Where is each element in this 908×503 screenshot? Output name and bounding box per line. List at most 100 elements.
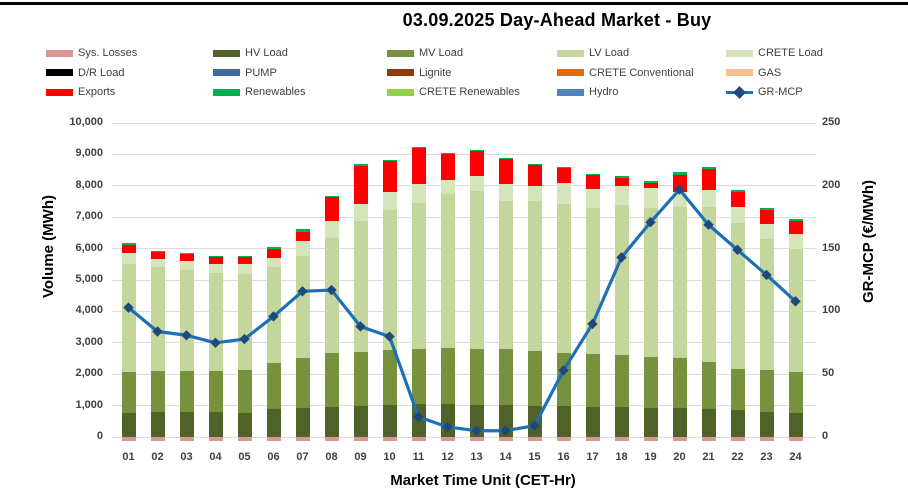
legend-label: Hydro xyxy=(589,86,619,98)
bar-segment-mv-load xyxy=(237,369,252,413)
bar-segment-exports xyxy=(672,174,687,192)
legend-color-swatch-icon xyxy=(557,69,584,76)
x-tick-13: 13 xyxy=(470,451,483,463)
y-left-tick-2000: 2,000 xyxy=(75,367,103,380)
bar-segment-renewables xyxy=(295,229,310,232)
bar-segment-exports xyxy=(730,191,745,207)
y-right-tick-100: 100 xyxy=(822,304,841,317)
bar-segment-exports xyxy=(150,251,165,260)
legend-item-gas[interactable]: GAS xyxy=(726,67,781,79)
bar-segment-hv-load xyxy=(759,411,774,437)
bar-segment-hv-load xyxy=(585,406,600,437)
gridline xyxy=(112,122,816,124)
bar-segment-lv-load xyxy=(382,209,397,350)
bar-segment-sys-losses xyxy=(150,437,165,442)
y-left-tick-5000: 5,000 xyxy=(75,273,103,285)
bar-segment-sys-losses xyxy=(527,437,542,442)
gr-mcp-diamond-marker xyxy=(355,321,366,332)
legend-item-crete-renewables[interactable]: CRETE Renewables xyxy=(387,86,520,98)
bar-segment-mv-load xyxy=(411,349,426,405)
bar-segment-mv-load xyxy=(498,349,513,405)
bar-segment-mv-load xyxy=(469,348,484,405)
bar-segment-mv-load xyxy=(672,357,687,409)
gridline xyxy=(112,153,816,155)
legend-label: GR-MCP xyxy=(758,86,803,98)
x-tick-03: 03 xyxy=(180,451,193,463)
bar-segment-exports xyxy=(295,231,310,241)
y-right-tick-50: 50 xyxy=(822,367,835,380)
bar-segment-mv-load xyxy=(382,349,397,406)
y-left-tick-4000: 4,000 xyxy=(75,304,103,317)
legend-item-crete-conventional[interactable]: CRETE Conventional xyxy=(557,67,694,79)
bar-segment-renewables xyxy=(469,150,484,151)
bar-segment-crete-load xyxy=(179,261,194,270)
legend-item-d-r-load[interactable]: D/R Load xyxy=(46,67,124,79)
bar-segment-crete-load xyxy=(353,204,368,221)
bar-segment-exports xyxy=(324,197,339,222)
y-left-tick-9000: 9,000 xyxy=(75,147,103,160)
bar-segment-hv-load xyxy=(208,412,223,437)
bar-segment-sys-losses xyxy=(556,437,571,442)
bar-segment-lv-load xyxy=(614,204,629,356)
gr-mcp-polyline xyxy=(127,187,797,433)
gr-mcp-diamond-marker xyxy=(674,184,685,195)
legend-color-swatch-icon xyxy=(387,49,414,57)
bar-segment-exports xyxy=(788,221,803,235)
bar-segment-crete-load xyxy=(788,234,803,249)
bar-segment-sys-losses xyxy=(179,437,194,442)
bar-segment-mv-load xyxy=(324,353,339,407)
bar-segment-mv-load xyxy=(353,352,368,407)
bar-segment-hv-load xyxy=(295,408,310,437)
bar-segment-renewables xyxy=(121,243,136,246)
x-tick-18: 18 xyxy=(615,451,628,463)
bar-segment-lv-load xyxy=(556,203,571,353)
x-tick-14: 14 xyxy=(499,451,512,463)
gr-mcp-diamond-marker xyxy=(703,219,714,230)
bar-segment-mv-load xyxy=(266,362,281,410)
y-left-tick-8000: 8,000 xyxy=(75,178,103,191)
legend-label: LV Load xyxy=(589,47,630,59)
legend-item-renewables[interactable]: Renewables xyxy=(213,86,306,98)
bar-segment-renewables xyxy=(266,246,281,249)
gr-mcp-diamond-marker xyxy=(790,296,801,307)
gr-mcp-diamond-marker xyxy=(616,252,627,263)
chart-title: 03.09.2025 Day-Ahead Market - Buy xyxy=(402,10,712,30)
legend-item-hydro[interactable]: Hydro xyxy=(557,86,618,98)
legend-label: D/R Load xyxy=(78,66,125,79)
bar-segment-hv-load xyxy=(179,412,194,437)
legend-item-sys-losses[interactable]: Sys. Losses xyxy=(46,47,137,59)
bar-segment-hv-load xyxy=(382,405,397,437)
bar-segment-mv-load xyxy=(788,372,803,413)
bar-segment-sys-losses xyxy=(266,437,281,442)
bar-segment-sys-losses xyxy=(324,437,339,442)
legend-label: CRETE Load xyxy=(758,47,823,59)
legend-item-pump[interactable]: PUMP xyxy=(213,67,277,79)
gridline xyxy=(112,185,816,187)
gr-mcp-diamond-marker xyxy=(471,425,482,436)
x-tick-04: 04 xyxy=(209,451,222,463)
legend-item-lignite[interactable]: Lignite xyxy=(387,67,451,79)
bar-segment-exports xyxy=(614,177,629,187)
x-tick-09: 09 xyxy=(354,451,367,463)
bar-segment-crete-load xyxy=(469,176,484,192)
x-tick-08: 08 xyxy=(325,451,338,463)
legend-item-gr-mcp[interactable]: GR-MCP xyxy=(726,85,803,99)
bar-segment-lv-load xyxy=(121,264,136,373)
bar-segment-exports xyxy=(382,161,397,192)
bar-segment-hv-load xyxy=(730,410,745,437)
bar-segment-mv-load xyxy=(295,357,310,409)
bar-segment-sys-losses xyxy=(295,437,310,442)
bar-segment-exports xyxy=(527,164,542,187)
bar-segment-renewables xyxy=(324,196,339,198)
plot-area xyxy=(110,122,816,442)
legend-item-mv-load[interactable]: MV Load xyxy=(387,47,463,59)
legend-item-lv-load[interactable]: LV Load xyxy=(557,47,629,59)
legend-item-exports[interactable]: Exports xyxy=(46,86,115,98)
bar-segment-hv-load xyxy=(266,409,281,437)
legend-item-hv-load[interactable]: HV Load xyxy=(213,47,288,59)
legend-item-crete-load[interactable]: CRETE Load xyxy=(726,47,823,59)
bar-segment-renewables xyxy=(382,160,397,162)
bar-segment-mv-load xyxy=(759,370,774,412)
bar-segment-renewables xyxy=(556,166,571,168)
